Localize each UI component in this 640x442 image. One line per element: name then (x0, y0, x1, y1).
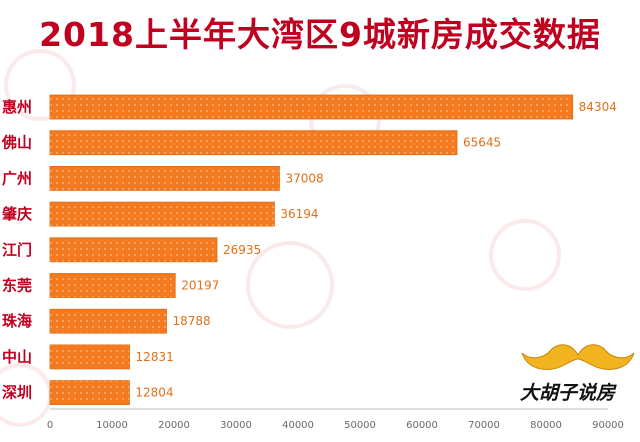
bar-1 (49, 94, 574, 120)
value-labels: 84304 65645 37008 36194 26935 20197 18788 12831… (135, 100, 616, 400)
category-label: 惠州 (2, 98, 32, 116)
category-label: 珠海 (2, 312, 32, 330)
category-label: 江门 (2, 241, 32, 259)
x-axis: 0 10000 20000 30000 40000 50000 60000 70000 8000… (47, 408, 624, 431)
bar-8 (49, 344, 130, 370)
value-label: 20197 (181, 279, 219, 293)
brand-logo-text: 大胡子说房 (520, 382, 616, 404)
value-label: 12804 (135, 386, 173, 400)
mustache-icon (521, 344, 635, 370)
bar-9 (49, 380, 130, 406)
value-label: 37008 (285, 171, 323, 185)
category-label: 广州 (2, 169, 32, 187)
x-tick-label: 60000 (406, 420, 438, 431)
bar-7 (49, 308, 167, 334)
x-tick-label: 70000 (468, 420, 500, 431)
x-tick-label: 90000 (592, 420, 624, 431)
value-label: 12831 (136, 350, 174, 364)
value-label: 18788 (172, 314, 210, 328)
value-label: 36194 (280, 207, 318, 221)
bar-5 (49, 237, 218, 263)
x-tick-label: 20000 (158, 420, 190, 431)
x-tick-label: 50000 (344, 420, 376, 431)
chart-title: 2018上半年大湾区9城新房成交数据 (39, 15, 601, 54)
bar-3 (49, 165, 280, 191)
value-label: 84304 (579, 100, 617, 114)
x-tick-label: 40000 (282, 420, 314, 431)
category-label: 东莞 (2, 277, 32, 295)
category-label: 深圳 (2, 384, 32, 402)
x-tick-label: 80000 (530, 420, 562, 431)
bar-6 (49, 273, 176, 298)
value-label: 26935 (223, 243, 261, 257)
category-label: 中山 (2, 348, 32, 366)
x-tick-label: 0 (47, 420, 53, 431)
category-label: 佛山 (1, 134, 32, 152)
x-tick-label: 30000 (220, 420, 252, 431)
category-label: 肇庆 (1, 205, 32, 223)
bar-2 (49, 130, 458, 156)
bar-4 (49, 201, 275, 227)
bars-layer (49, 94, 574, 406)
value-label: 65645 (463, 136, 501, 150)
x-tick-label: 10000 (96, 420, 128, 431)
